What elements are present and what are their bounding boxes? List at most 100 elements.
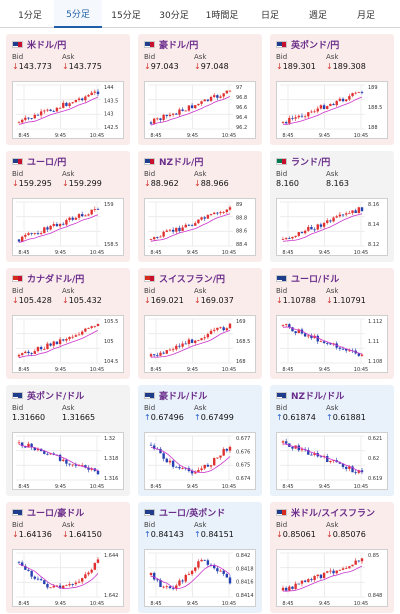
candle-body xyxy=(17,561,21,563)
rate-card[interactable]: ユーロ/豪ドル Bid ↓1.64136 Ask ↓1.64150 1.644 1… xyxy=(6,502,130,613)
y-tick-label: 168 xyxy=(236,359,246,365)
rate-card[interactable]: ランド/円 Bid 8.160 Ask 8.163 8.16 8.14 8.12 8:… xyxy=(270,151,394,262)
candle-body xyxy=(329,220,332,222)
candle-body xyxy=(194,472,197,474)
candle-body xyxy=(313,576,316,581)
candlestick-chart[interactable]: 0.621 0.62 0.619 8:45 9:45 10:45 xyxy=(276,432,388,490)
ask-value: ↓88.966 xyxy=(194,179,229,188)
candlestick-chart[interactable]: 97 96.8 96.6 96.4 96.2 8:45 9:45 10:45 xyxy=(144,81,256,139)
rate-card[interactable]: NZドル/ドル Bid ↑0.61874 Ask ↑0.61881 0.621 0… xyxy=(270,385,394,496)
candlestick-chart[interactable]: 89 88.8 88.6 88.4 8:45 9:45 10:45 xyxy=(144,198,256,256)
candle-body xyxy=(20,562,24,566)
candlestick-chart[interactable]: 1.644 1.642 8:45 9:45 10:45 xyxy=(12,549,124,607)
candle-body xyxy=(326,571,329,573)
candlestick-chart[interactable]: 159 158.5 8:45 9:45 10:45 xyxy=(12,198,124,256)
rate-card[interactable]: 英ポンド/円 Bid ↓189.301 Ask ↓189.308 189 188.… xyxy=(270,34,394,145)
rate-card[interactable]: 豪ドル/円 Bid ↓97.043 Ask ↓97.048 97 96.8 96.6… xyxy=(138,34,262,145)
pair-name[interactable]: 英ポンド/円 xyxy=(291,41,340,51)
rate-card[interactable]: 豪ドル/ドル Bid ↑0.67496 Ask ↑0.67499 0.677 0.… xyxy=(138,385,262,496)
candle-body xyxy=(33,351,36,354)
bid-ask: Bid ↑0.67496 Ask ↑0.67499 xyxy=(144,404,256,423)
pair-name[interactable]: 米ドル/円 xyxy=(27,41,67,51)
pair-name[interactable]: ユーロ/円 xyxy=(27,158,67,168)
candle-body xyxy=(165,586,168,588)
tab-1[interactable]: 5分足 xyxy=(54,0,102,28)
candlestick-chart[interactable]: 189 188.5 188 8:45 9:45 10:45 xyxy=(276,81,388,139)
candlestick-chart[interactable]: 169 168.5 168 8:45 9:45 10:45 xyxy=(144,315,256,373)
rate-card[interactable]: カナダドル/円 Bid ↓105.428 Ask ↓105.432 105.5 1… xyxy=(6,268,130,379)
direction-arrow-icon: ↓ xyxy=(276,62,283,71)
pair-header: スイスフラン/円 xyxy=(144,272,256,285)
candle-body xyxy=(203,217,206,219)
candle-body xyxy=(294,583,297,589)
pair-name[interactable]: ランド/円 xyxy=(291,158,331,168)
candlestick-chart[interactable]: 144 143.5 143 142.5 8:45 9:45 10:45 xyxy=(12,81,124,139)
pair-name[interactable]: 豪ドル/ドル xyxy=(159,392,208,402)
moving-average-line xyxy=(282,443,363,473)
direction-arrow-icon: ↓ xyxy=(326,530,333,539)
pair-name[interactable]: ユーロ/豪ドル xyxy=(27,509,85,519)
direction-arrow-icon: ↓ xyxy=(62,179,69,188)
tab-2[interactable]: 15分足 xyxy=(111,10,141,21)
rate-card[interactable]: ユーロ/ドル Bid ↓1.10788 Ask ↓1.10791 1.112 1.… xyxy=(270,268,394,379)
direction-arrow-icon: ↑ xyxy=(194,530,201,539)
candlestick-chart[interactable]: 1.112 1.11 1.108 8:45 9:45 10:45 xyxy=(276,315,388,373)
candle-body xyxy=(190,225,194,227)
bid-value: ↑0.67496 xyxy=(144,413,184,422)
pair-header: ユーロ/ドル xyxy=(276,272,388,285)
flag-icon xyxy=(12,509,23,516)
y-tick-label: 8.12 xyxy=(368,242,379,248)
candle-body xyxy=(87,572,90,575)
pair-name[interactable]: スイスフラン/円 xyxy=(159,275,226,285)
tab-0[interactable]: 1分足 xyxy=(18,10,42,21)
candlestick-chart[interactable]: 0.677 0.676 0.675 0.674 8:45 9:45 10:45 xyxy=(144,432,256,490)
rate-card[interactable]: NZドル/円 Bid ↓88.962 Ask ↓88.966 89 88.8 88.… xyxy=(138,151,262,262)
bid-ask: Bid ↑0.84143 Ask ↑0.84151 xyxy=(144,521,256,540)
rate-card[interactable]: ユーロ/円 Bid ↓159.295 Ask ↓159.299 159 158.5… xyxy=(6,151,130,262)
rate-card[interactable]: 米ドル/スイスフラン Bid ↓0.85061 Ask ↓0.85076 0.8… xyxy=(270,502,394,613)
pair-name[interactable]: 米ドル/スイスフラン xyxy=(291,509,376,519)
candlestick-chart[interactable]: 8.16 8.14 8.12 8:45 9:45 10:45 xyxy=(276,198,388,256)
candle-body xyxy=(17,354,21,357)
pair-name[interactable]: ユーロ/英ポンド xyxy=(159,509,226,519)
tab-5[interactable]: 日足 xyxy=(260,10,279,21)
bid-value: 1.31660 xyxy=(12,413,46,422)
rate-card[interactable]: ユーロ/英ポンド Bid ↑0.84143 Ask ↑0.84151 0.842… xyxy=(138,502,262,613)
candle-body xyxy=(20,442,24,447)
candle-body xyxy=(175,466,178,468)
candlestick-chart[interactable]: 0.842 0.8418 0.8416 0.8414 8:45 9:45 10:45 xyxy=(144,549,256,607)
candle-body xyxy=(291,117,294,119)
candle-body xyxy=(219,327,222,329)
candle-body xyxy=(357,353,361,356)
pair-name[interactable]: カナダドル/円 xyxy=(27,275,85,285)
pair-name[interactable]: ユーロ/ドル xyxy=(291,275,340,285)
candle-body xyxy=(81,214,84,217)
candlestick-chart[interactable]: 0.85 0.848 8:45 9:45 10:45 xyxy=(276,549,388,607)
candle-body xyxy=(20,236,24,242)
ask-value: ↓143.775 xyxy=(62,62,102,71)
tab-4[interactable]: 1時間足 xyxy=(205,10,239,21)
tab-7[interactable]: 月足 xyxy=(356,10,375,21)
pair-name[interactable]: 英ポンド/ドル xyxy=(27,392,85,402)
tab-3[interactable]: 30分足 xyxy=(159,10,189,21)
candle-body xyxy=(24,117,27,120)
candle-body xyxy=(329,104,332,107)
ask-label: Ask xyxy=(194,287,207,295)
rate-card[interactable]: 英ポンド/ドル Bid 1.31660 Ask 1.31665 1.32 1.31… xyxy=(6,385,130,496)
candle-body xyxy=(216,568,219,572)
candle-body xyxy=(165,114,168,116)
rate-card[interactable]: 米ドル/円 Bid ↓143.773 Ask ↓143.775 144 143.5… xyxy=(6,34,130,145)
candlestick-chart[interactable]: 1.32 1.318 1.316 8:45 9:45 10:45 xyxy=(12,432,124,490)
pair-name[interactable]: NZドル/ドル xyxy=(291,392,345,402)
flag-icon xyxy=(276,158,287,165)
x-time-label: 9:45 xyxy=(319,601,330,607)
pair-name[interactable]: NZドル/円 xyxy=(159,158,204,168)
pair-name[interactable]: 豪ドル/円 xyxy=(159,41,199,51)
candlestick-chart[interactable]: 105.5 105 104.5 8:45 9:45 10:45 xyxy=(12,315,124,373)
candle-body xyxy=(203,99,206,102)
rate-card[interactable]: スイスフラン/円 Bid ↓169.021 Ask ↓169.037 169 16… xyxy=(138,268,262,379)
bid-value: ↓1.64136 xyxy=(12,530,52,539)
tab-6[interactable]: 週足 xyxy=(308,10,327,21)
candle-body xyxy=(332,460,335,462)
flag-icon xyxy=(12,275,23,282)
